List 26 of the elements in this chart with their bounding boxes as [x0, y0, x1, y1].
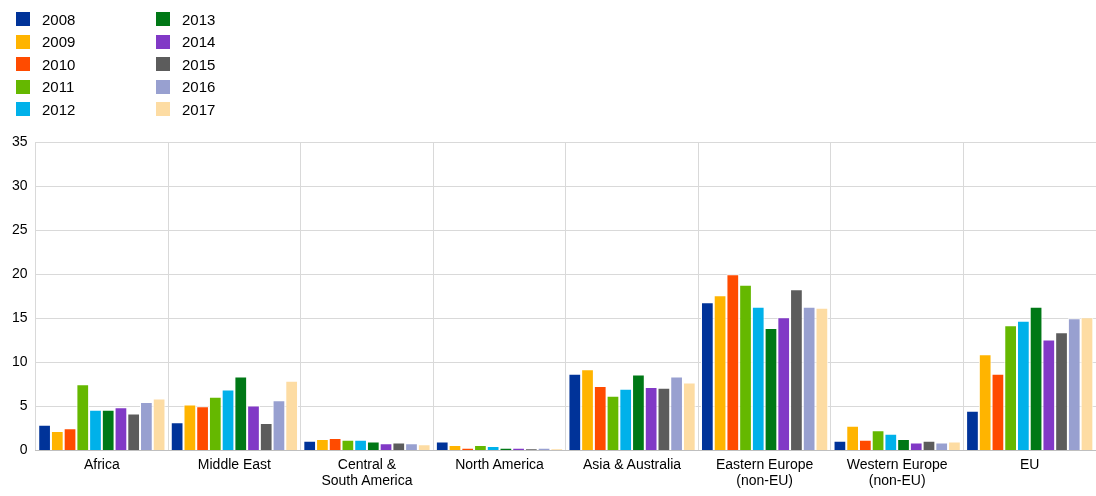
legend-label: 2013 [182, 10, 216, 28]
x-tick-label: North America [455, 455, 545, 472]
legend-label: 2010 [42, 55, 76, 73]
x-tick-label: Eastern Europe (non-EU) [715, 455, 814, 489]
legend-label: 2014 [182, 33, 216, 51]
legend-label: 2015 [182, 55, 216, 73]
y-tick-label: 5 [19, 397, 28, 414]
y-tick-label: 0 [19, 441, 28, 458]
y-tick-label: 15 [11, 309, 28, 326]
x-tick-label: Africa [83, 455, 120, 472]
y-tick-label: 30 [11, 176, 28, 193]
x-tick-label: Western Europe (non-EU) [846, 455, 948, 489]
x-tick-label: Middle East [197, 455, 272, 472]
legend-label: 2017 [182, 100, 216, 118]
y-tick-label: 20 [11, 265, 28, 282]
y-tick-label: 35 [11, 132, 28, 149]
x-tick-label: Asia & Australia [583, 455, 682, 472]
x-tick-label: EU [1020, 455, 1040, 472]
legend-label: 2009 [42, 33, 76, 51]
legend-label: 2016 [182, 78, 216, 96]
legend-label: 2012 [42, 100, 76, 118]
legend-label: 2008 [42, 10, 76, 28]
legend-label: 2011 [42, 78, 75, 96]
y-tick-label: 10 [11, 353, 28, 370]
y-tick-label: 25 [11, 220, 28, 237]
x-tick-label: Central & South America [321, 455, 413, 489]
